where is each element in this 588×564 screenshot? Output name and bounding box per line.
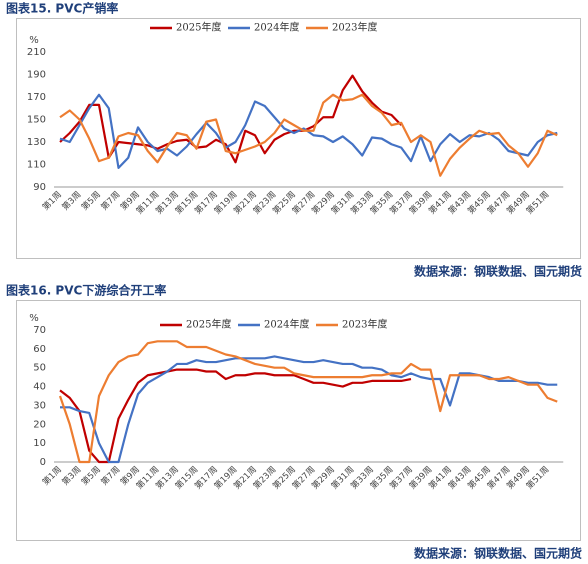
y-tick-label: 150: [27, 115, 46, 126]
x-tick-label: 第3周: [60, 189, 84, 213]
y-tick-label: 0: [40, 457, 46, 468]
chart-frame: [16, 18, 581, 259]
legend-label: 2024年度: [264, 318, 309, 331]
y-tick-label: 70: [33, 325, 46, 336]
series-line: [59, 368, 412, 464]
legend-label: 2023年度: [332, 21, 377, 34]
chart-title: 图表15. PVC产销率: [6, 1, 118, 16]
y-unit: %: [29, 313, 39, 324]
x-tick-label: 第7周: [99, 464, 123, 488]
legend-label: 2025年度: [186, 318, 231, 331]
series-line: [58, 340, 558, 464]
x-tick-label: 第5周: [79, 464, 103, 488]
y-tick-label: 210: [27, 47, 46, 58]
y-tick-label: 130: [27, 137, 46, 148]
series-line: [60, 355, 558, 464]
y-tick-label: 170: [27, 92, 46, 103]
chart-frame: [16, 300, 581, 541]
x-tick-label: 第3周: [60, 464, 84, 488]
y-tick-label: 30: [33, 400, 46, 411]
x-tick-label: 第7周: [99, 189, 123, 213]
y-tick-label: 110: [27, 160, 46, 171]
y-tick-label: 190: [27, 70, 46, 81]
source-note: 数据来源：钢联数据、国元期货: [414, 264, 582, 279]
y-tick-label: 90: [33, 182, 46, 193]
x-tick-label: 第5周: [79, 189, 103, 213]
y-tick-label: 10: [33, 438, 46, 449]
source-note: 数据来源：钢联数据、国元期货: [414, 546, 582, 561]
legend-label: 2025年度: [176, 21, 221, 34]
legend-label: 2024年度: [254, 21, 299, 34]
y-tick-label: 50: [33, 363, 46, 374]
y-tick-label: 40: [33, 382, 46, 393]
series-line: [59, 93, 558, 177]
y-tick-label: 60: [33, 344, 46, 355]
legend-label: 2023年度: [342, 318, 387, 331]
y-unit: %: [29, 35, 39, 46]
y-tick-label: 20: [33, 419, 46, 430]
chart-title: 图表16. PVC下游综合开工率: [6, 283, 166, 298]
